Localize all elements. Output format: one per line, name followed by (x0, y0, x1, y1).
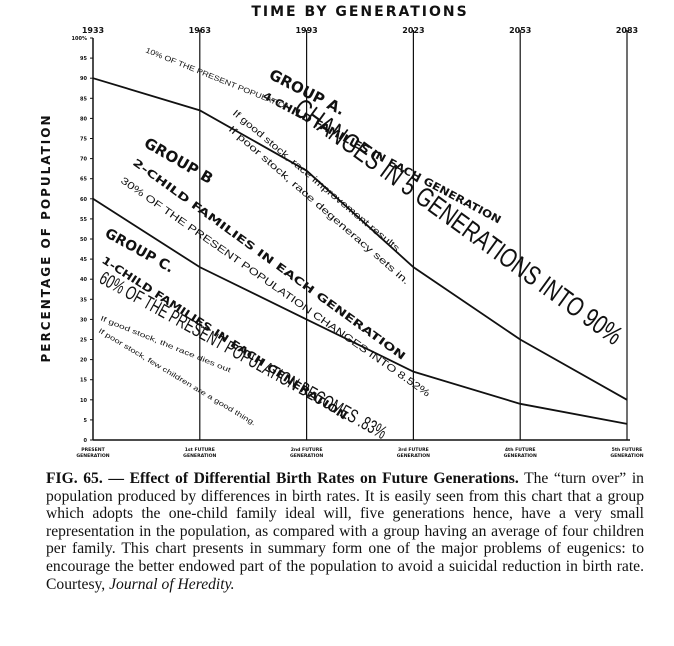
y-tick-label: 25 (80, 338, 87, 344)
y-tick-label: 30 (80, 317, 87, 323)
y-tick-label: 55 (80, 217, 87, 223)
y-tick-label: 90 (80, 76, 87, 82)
caption-body: The “turn over” in population produced b… (46, 470, 644, 593)
generation-label: 3rd FUTURE (398, 447, 429, 453)
y-tick-label: 20 (80, 358, 87, 364)
generation-label: GENERATION (397, 453, 430, 459)
y-tick-label: 95 (80, 56, 87, 62)
generation-label: 1st FUTURE (185, 447, 215, 453)
curve (92, 77, 628, 401)
generation-label: PRESENT (81, 447, 105, 453)
y-axis-title: PERCENTAGE OF POPULATION (39, 113, 53, 362)
y-tick-label: 40 (80, 277, 87, 283)
y-tick-label: 5 (84, 418, 88, 424)
curve (92, 198, 628, 425)
y-tick-label: 65 (80, 177, 87, 183)
generation-label: 5th FUTURE (612, 447, 643, 453)
caption: FIG. 65. — Effect of Differential Birth … (46, 470, 644, 593)
generation-label: 2nd FUTURE (291, 447, 323, 453)
x-tick-label: 1933 (82, 26, 104, 35)
generation-label: GENERATION (183, 453, 216, 459)
y-tick-label: 0 (84, 438, 88, 444)
chart: TIME BY GENERATIONS PERCENTAGE OF POPULA… (39, 4, 644, 459)
x-tick-label: 2053 (509, 26, 531, 35)
x-tick-label: 1993 (295, 26, 317, 35)
y-tick-label: 15 (80, 378, 87, 384)
caption-source: Journal of Heredity. (109, 575, 235, 593)
y-tick-label: 75 (80, 137, 87, 143)
generation-label: GENERATION (76, 453, 109, 459)
x-axis-title: TIME BY GENERATIONS (251, 4, 468, 20)
y-tick-label: 50 (80, 237, 87, 243)
x-tick-label: 2083 (616, 26, 638, 35)
y-tick-label: 10 (80, 398, 87, 404)
generation-label: 4th FUTURE (505, 447, 536, 453)
figure-title: FIG. 65. — Effect of Differential Birth … (46, 470, 519, 487)
generation-label: GENERATION (290, 453, 323, 459)
y-tick-label: 60 (80, 197, 87, 203)
y-tick-label: 35 (80, 297, 87, 303)
y-tick-label: 70 (80, 157, 87, 163)
x-tick-label: 1963 (189, 26, 211, 35)
y-tick-label: 80 (80, 116, 87, 122)
y-tick-label: 85 (80, 96, 87, 102)
generation-label: GENERATION (610, 453, 643, 459)
y-tick-label: 100% (72, 36, 87, 42)
x-tick-label: 2023 (402, 26, 424, 35)
generation-label: GENERATION (504, 453, 537, 459)
y-tick-label: 45 (80, 257, 87, 263)
